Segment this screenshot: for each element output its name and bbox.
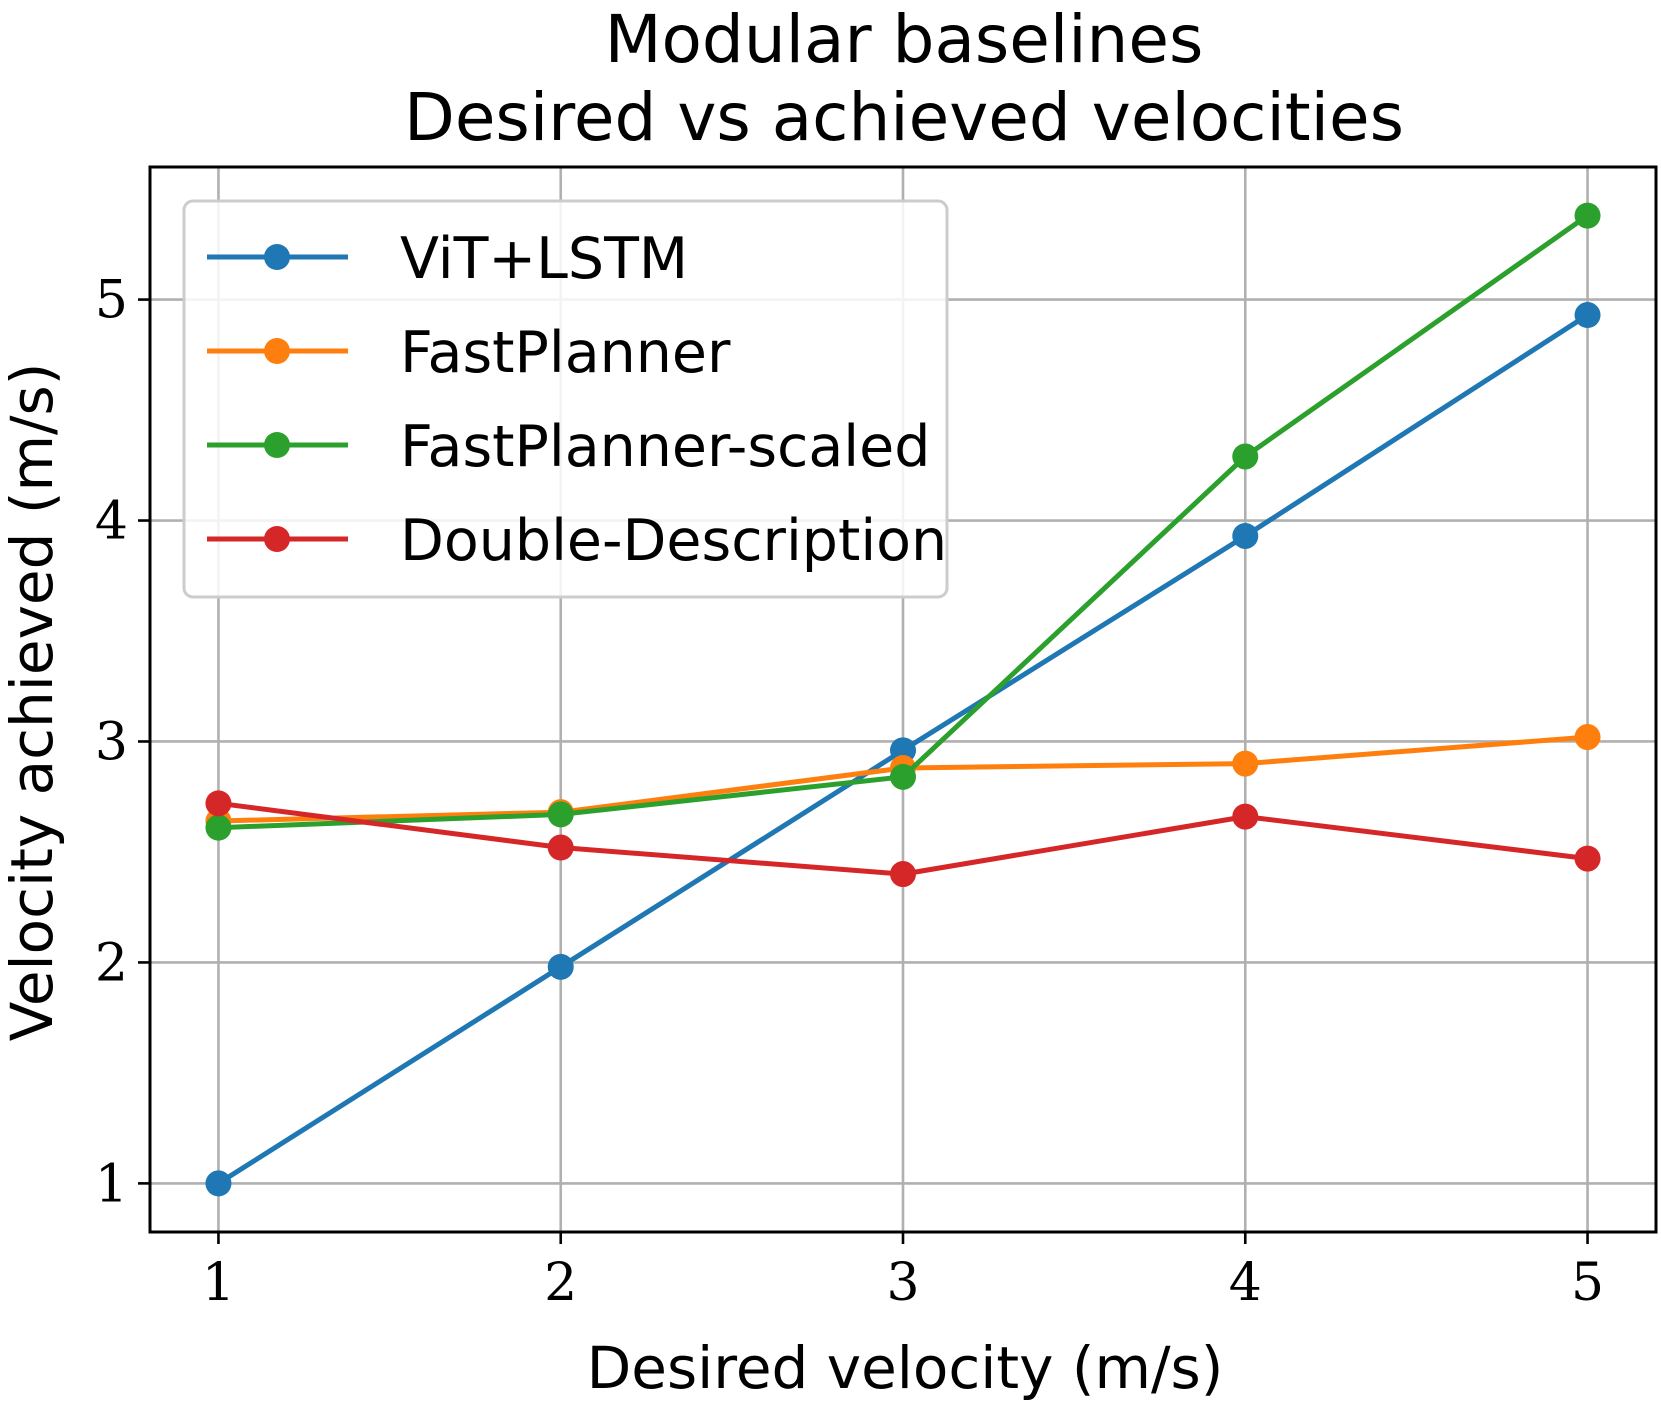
legend-item-double-description: Double-Description: [207, 508, 947, 574]
data-point-fastplanner-scaled: [1232, 443, 1259, 470]
series-double-description: [205, 790, 1601, 888]
plot-series: [205, 202, 1601, 1197]
axis-ticks: 1 2 3 4 5 1 2 3 4 5: [95, 271, 1604, 1313]
legend-label: ViT+LSTM: [400, 226, 688, 292]
legend: ViT+LSTM FastPlanner FastPlanner-scaled Dou…: [182, 199, 949, 599]
y-tick-label: 4: [95, 492, 128, 552]
data-point-fastplanner-scaled: [547, 801, 574, 828]
y-tick-label: 3: [95, 712, 128, 772]
legend-item-fastplanner: FastPlanner: [207, 320, 731, 386]
legend-swatch-marker: [264, 432, 290, 458]
y-tick-label: 1: [95, 1154, 128, 1214]
data-point-fastplanner-scaled: [890, 763, 916, 790]
data-point-fastplanner: [1574, 724, 1601, 751]
data-point-double-description: [1574, 845, 1601, 872]
legend-box: [182, 199, 949, 599]
x-axis-label: Desired velocity (m/s): [587, 1334, 1224, 1402]
chart-title: Modular baselines Desired vs achieved ve…: [404, 1, 1404, 156]
legend-label: FastPlanner-scaled: [400, 414, 930, 480]
legend-label: FastPlanner: [400, 320, 731, 386]
chart-title-line-2: Desired vs achieved velocities: [404, 79, 1404, 156]
y-tick-label: 2: [95, 933, 128, 993]
data-point-vit-lstm: [1574, 302, 1601, 329]
data-point-double-description: [1232, 803, 1259, 830]
legend-item-fastplanner-scaled: FastPlanner-scaled: [207, 414, 930, 480]
data-point-double-description: [205, 790, 232, 817]
data-point-vit-lstm: [205, 1170, 232, 1197]
data-point-vit-lstm: [1232, 522, 1259, 549]
plot-frame: [148, 165, 1658, 1234]
x-tick-label: 1: [202, 1253, 235, 1313]
data-point-fastplanner-scaled: [1574, 202, 1601, 229]
y-axis-label: Velocity achieved (m/s): [0, 363, 66, 1042]
x-tick-label: 3: [886, 1253, 919, 1313]
chart-title-line-1: Modular baselines: [605, 1, 1204, 78]
legend-label: Double-Description: [400, 508, 947, 574]
y-tick-label: 5: [95, 271, 128, 331]
data-point-vit-lstm: [547, 953, 574, 980]
legend-item-vit-lstm: ViT+LSTM: [207, 226, 688, 292]
series-fastplanner-scaled: [205, 202, 1601, 841]
data-point-fastplanner-scaled: [205, 814, 232, 841]
data-point-double-description: [890, 861, 916, 888]
legend-swatch-marker: [264, 338, 290, 364]
x-tick-label: 4: [1229, 1253, 1262, 1313]
legend-swatch-marker: [264, 526, 290, 552]
x-tick-label: 5: [1571, 1253, 1604, 1313]
legend-swatch-marker: [264, 244, 290, 270]
data-point-fastplanner: [1232, 750, 1259, 777]
x-tick-label: 2: [544, 1253, 577, 1313]
data-point-double-description: [547, 834, 574, 861]
